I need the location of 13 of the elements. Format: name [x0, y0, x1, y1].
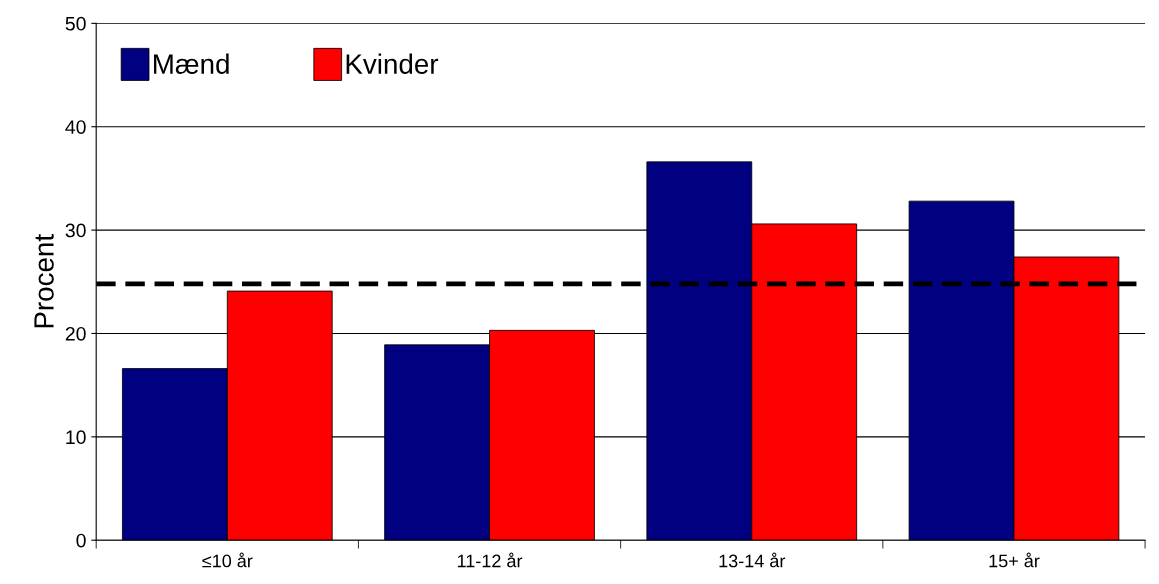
legend-label: Mænd	[154, 53, 229, 74]
x-tick-label: 13-14 år	[719, 552, 786, 568]
x-tick-label: 11-12 år	[457, 552, 523, 568]
y-tick-label: 50	[65, 16, 86, 31]
y-tick-label: 20	[65, 326, 86, 341]
y-tick-label: 40	[65, 120, 86, 134]
y-tick-label: 0	[76, 533, 86, 548]
x-tick-label: 15+ år	[989, 552, 1040, 568]
y-axis-title: Procent	[34, 234, 54, 328]
legend-label: Kvinder	[346, 53, 439, 74]
y-tick-label: 10	[66, 430, 86, 445]
y-tick-label: 30	[65, 223, 86, 238]
x-tick-label: ≤10 år	[202, 552, 253, 568]
